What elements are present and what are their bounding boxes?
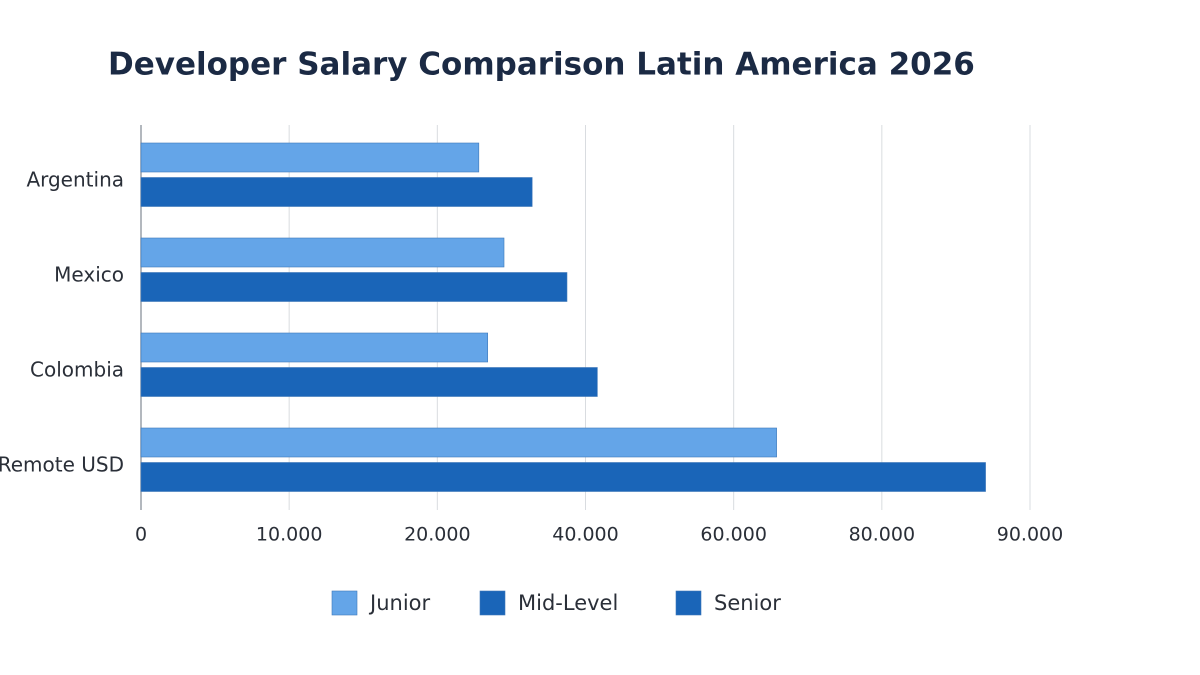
category-label: Mexico: [54, 263, 124, 287]
bar: [140, 367, 598, 397]
bar: [140, 177, 533, 207]
chart-title: Developer Salary Comparison Latin Americ…: [108, 47, 975, 83]
bar: [140, 462, 986, 492]
category-label: Argentina: [26, 168, 124, 192]
bar: [140, 237, 505, 268]
x-tick-label: 0: [135, 524, 147, 546]
legend-label: Mid-Level: [518, 591, 618, 615]
x-tick-label: 60.000: [700, 524, 766, 546]
legend-swatch: [331, 590, 358, 616]
bar: [140, 332, 489, 363]
x-tick-label: 20.000: [404, 524, 470, 546]
legend-swatch: [675, 590, 702, 616]
bar: [140, 272, 568, 302]
x-tick-label: 80.000: [849, 524, 915, 546]
legend-swatch: [479, 590, 506, 616]
legend-label: Senior: [714, 591, 781, 615]
category-label: Colombia: [30, 358, 124, 382]
legend-label: Junior: [368, 591, 430, 615]
x-tick-label: 90.000: [997, 524, 1063, 546]
bar: [140, 142, 480, 173]
x-tick-label: 10.000: [256, 524, 322, 546]
category-label: Remote USD: [0, 453, 124, 477]
x-tick-label: 40.000: [552, 524, 618, 546]
bar: [140, 427, 777, 458]
